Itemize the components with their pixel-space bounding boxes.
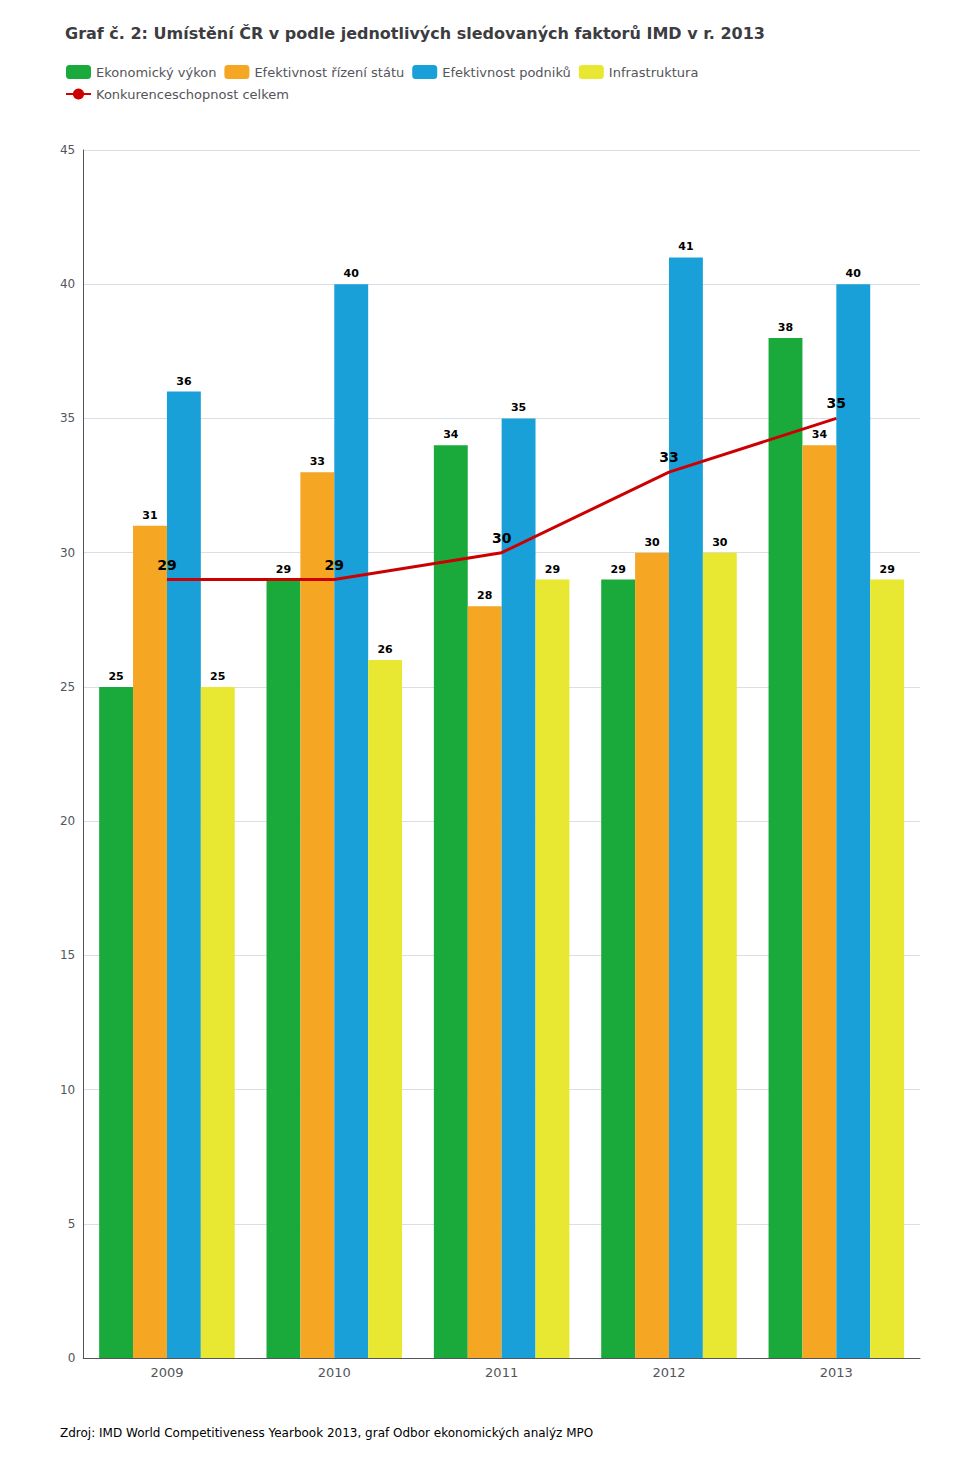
svg-text:35: 35 [827,395,846,411]
svg-text:26: 26 [377,643,393,656]
svg-text:29: 29 [880,563,895,576]
svg-text:33: 33 [310,455,325,468]
svg-text:33: 33 [659,449,678,465]
svg-text:36: 36 [176,375,192,388]
svg-text:25: 25 [60,680,75,694]
svg-text:34: 34 [812,428,828,441]
svg-text:2013: 2013 [820,1365,853,1380]
svg-text:25: 25 [108,670,123,683]
svg-text:35: 35 [60,411,75,425]
svg-text:0: 0 [68,1351,76,1365]
svg-text:2011: 2011 [485,1365,518,1380]
svg-text:40: 40 [344,267,360,280]
svg-text:5: 5 [68,1217,76,1231]
svg-text:35: 35 [511,401,526,414]
svg-text:40: 40 [846,267,862,280]
svg-text:29: 29 [157,557,176,573]
svg-text:30: 30 [712,536,728,549]
svg-text:30: 30 [492,530,512,546]
svg-text:31: 31 [142,509,157,522]
svg-text:30: 30 [644,536,660,549]
svg-text:Efektivnost podniků: Efektivnost podniků [442,65,571,80]
svg-text:2010: 2010 [318,1365,351,1380]
svg-text:29: 29 [276,563,291,576]
svg-text:41: 41 [678,240,693,253]
svg-text:30: 30 [60,546,75,560]
svg-text:25: 25 [210,670,225,683]
svg-text:Konkurenceschopnost celkem: Konkurenceschopnost celkem [96,87,289,102]
svg-text:29: 29 [610,563,625,576]
svg-text:34: 34 [443,428,459,441]
svg-text:Infrastruktura: Infrastruktura [609,65,699,80]
svg-text:29: 29 [325,557,344,573]
svg-text:20: 20 [60,814,75,828]
svg-text:2009: 2009 [150,1365,183,1380]
svg-text:40: 40 [60,277,75,291]
svg-text:29: 29 [545,563,560,576]
svg-text:38: 38 [778,321,793,334]
svg-text:2012: 2012 [652,1365,685,1380]
svg-text:Efektivnost řízení státu: Efektivnost řízení státu [254,65,404,80]
svg-text:10: 10 [60,1083,75,1097]
svg-text:Zdroj: IMD World Competitivene: Zdroj: IMD World Competitiveness Yearboo… [60,1426,593,1440]
svg-text:Graf č. 2: Umístění ČR v podle: Graf č. 2: Umístění ČR v podle jednotliv… [65,24,765,43]
svg-text:28: 28 [477,589,492,602]
svg-text:45: 45 [60,143,75,157]
svg-text:15: 15 [60,948,75,962]
svg-text:Ekonomický výkon: Ekonomický výkon [96,65,216,80]
